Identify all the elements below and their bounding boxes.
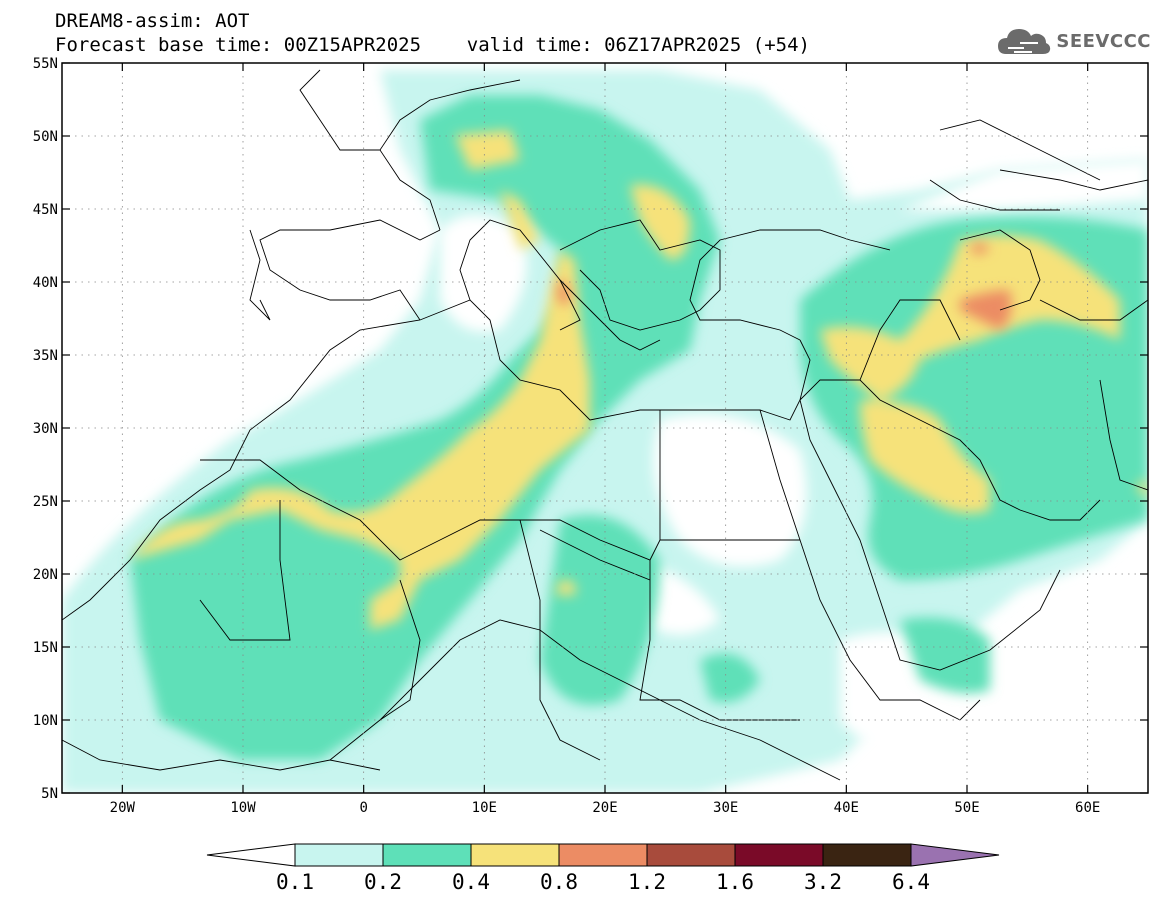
boundary-line [459,219,581,331]
boundary-line [799,399,1061,671]
colorbar-level-label: 0.4 [452,870,490,894]
boundary-line [959,229,1041,311]
boundary-line [859,299,961,381]
boundary-line [759,409,981,721]
boundary-line [539,529,651,581]
boundary-line [689,229,891,341]
colorbar-swatch [382,843,472,867]
boundary-line [799,379,1101,521]
boundary-line [329,619,841,781]
colorbar-level-label: 6.4 [892,870,930,894]
lat-tick-label: 55N [33,56,58,72]
colorbar-swatch [822,843,912,867]
colorbar-level-label: 1.6 [716,870,754,894]
boundary-line [379,79,521,231]
colorbar-level-label: 1.2 [628,870,666,894]
lon-tick-label: 60E [1075,800,1100,816]
cloud-icon [998,29,1051,54]
boundary-line [939,119,1101,181]
lat-tick-label: 45N [33,202,58,218]
lon-tick-label: 10E [472,800,497,816]
lon-tick-label: 10W [230,800,256,816]
colorbar-swatch [734,843,824,867]
axis-ticks [62,62,1148,794]
lat-tick-label: 15N [33,640,58,656]
lat-tick-label: 35N [33,348,58,364]
logo-text: SEEVCCC [1056,30,1151,52]
lon-tick-label: 50E [954,800,979,816]
colorbar-level-label: 3.2 [804,870,842,894]
boundary-line [299,69,380,151]
lat-tick-label: 5N [41,786,58,802]
lat-tick-label: 30N [33,421,58,437]
boundary-line [379,579,421,721]
country-boundaries [62,69,1148,781]
colorbar-swatch [294,843,384,867]
colorbar-level-label: 0.8 [540,870,578,894]
boundary-line [249,229,271,321]
map-gridlines [62,63,1148,793]
boundary-line [559,279,661,351]
colorbar-swatch [558,843,648,867]
boundary-line [62,299,811,621]
colorbar-level-label: 0.1 [276,870,314,894]
boundary-line [1039,299,1148,321]
seevccc-logo: SEEVCCC [996,24,1151,58]
lon-tick-label: 30E [713,800,738,816]
colorbar-swatch [646,843,736,867]
colorbar-under-triangle [206,843,296,867]
colorbar-swatch [470,843,560,867]
lat-tick-label: 25N [33,494,58,510]
map-title: DREAM8-assim: AOT [55,10,250,32]
colorbar-over-triangle [910,843,1000,867]
colorbar-level-label: 0.2 [364,870,402,894]
lat-tick-label: 10N [33,713,58,729]
lon-tick-label: 20E [592,800,617,816]
boundary-line [1099,379,1148,491]
boundary-line [259,219,441,321]
boundary-line [559,219,721,331]
lon-tick-label: 40E [834,800,859,816]
lat-tick-label: 50N [33,129,58,145]
boundary-line [929,179,1060,211]
boundary-line [639,560,800,721]
boundary-line [199,500,291,641]
boundary-line [519,519,601,761]
lon-tick-label: 20W [110,800,136,816]
forecast-time-info: Forecast base time: 00Z15APR2025 valid t… [55,34,810,56]
lat-tick-label: 20N [33,567,58,583]
boundary-line [999,169,1148,191]
axis-tick-labels: 20W 10W 0 10E 20E 30E 40E 50E 60E 55N 50N 45N 40N 35N… [33,56,1101,816]
colorbar: 0.1 0.2 0.4 0.8 1.2 1.6 3.2 6.4 [206,843,1000,894]
lon-tick-label: 0 [359,800,367,816]
lat-tick-label: 40N [33,275,58,291]
